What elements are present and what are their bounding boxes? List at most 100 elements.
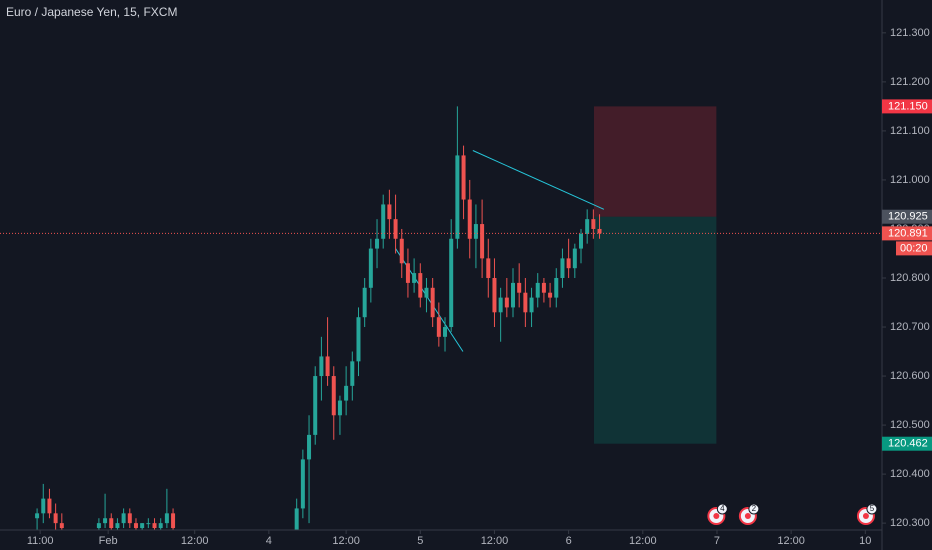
candle-body: [597, 228, 602, 234]
candle-body: [591, 219, 596, 229]
candle-body: [443, 327, 448, 337]
y-tick-label: 120.300: [890, 517, 930, 529]
candle-body: [412, 273, 417, 283]
y-tick-label: 120.600: [890, 370, 930, 382]
candle-body: [115, 523, 120, 529]
candle-body: [418, 273, 423, 298]
candle-body: [350, 361, 355, 386]
candle-body: [511, 282, 516, 308]
candle-body: [473, 224, 478, 239]
entry-label: 120.925: [888, 211, 928, 223]
event-dot: [713, 513, 720, 519]
candle-body: [405, 263, 410, 283]
candle-body: [498, 297, 503, 313]
x-tick-label: 12:00: [629, 535, 657, 547]
candle-body: [387, 204, 392, 220]
candle-body: [554, 277, 559, 298]
candle-body: [121, 513, 126, 524]
event-badge: [748, 503, 760, 515]
candle-body: [424, 287, 429, 298]
candle-body: [548, 292, 553, 298]
candle-body: [436, 317, 441, 337]
candle-body: [578, 233, 583, 249]
y-tick-label: 121.300: [890, 27, 930, 39]
y-tick-label: 121.200: [890, 76, 930, 88]
y-tick-label: 120.500: [890, 419, 930, 431]
entry-label-bg: [882, 209, 932, 224]
stop-label-bg: [882, 99, 932, 114]
candle-body: [41, 498, 46, 514]
candle-body: [109, 518, 114, 529]
candle-body: [566, 258, 571, 269]
y-tick-label: 120.400: [890, 468, 930, 480]
y-tick-label: 121.000: [890, 174, 930, 186]
candle-body: [47, 498, 52, 514]
candle-body: [294, 508, 299, 530]
candle-body: [461, 155, 466, 200]
x-tick-label: 11:00: [27, 535, 54, 547]
countdown-bg: [896, 241, 932, 256]
y-tick-label: 121.100: [890, 125, 930, 137]
x-tick-label: 6: [566, 535, 572, 547]
candle-body: [523, 292, 528, 313]
candle-body: [560, 258, 565, 278]
candle-body: [467, 199, 472, 239]
y-tick-label: 120.800: [890, 272, 930, 284]
candle-body: [127, 513, 132, 524]
candle-body: [504, 297, 509, 308]
countdown: 00:20: [900, 242, 928, 254]
x-tick-label: 12:00: [332, 535, 360, 547]
plot-area: [0, 106, 882, 530]
stop-label: 121.150: [888, 100, 928, 112]
y-tick-label: 120.700: [890, 321, 930, 333]
candle-body: [430, 287, 435, 318]
candle-body: [455, 155, 460, 239]
candle-body: [344, 385, 349, 401]
target-label-bg: [882, 436, 932, 451]
candle-body: [325, 356, 330, 377]
candle-body: [393, 219, 398, 239]
candle-body: [35, 513, 40, 519]
x-tick-label: 5: [417, 535, 423, 547]
chart-title: Euro / Japanese Yen, 15, FXCM: [6, 5, 177, 19]
candle-body: [356, 317, 361, 362]
x-tick-label: 4: [266, 535, 272, 547]
x-tick-label: 12:00: [181, 535, 209, 547]
axes: 120.300 120.400 120.500 120.600 120.700 120.8…: [27, 27, 932, 547]
candle-body: [331, 376, 336, 416]
candle-body: [152, 523, 157, 529]
candle-body: [307, 434, 312, 460]
candle-body: [140, 523, 145, 529]
candle-body: [399, 238, 404, 264]
candle-body: [529, 297, 534, 313]
candle-body: [146, 523, 151, 525]
candle-body: [319, 356, 324, 377]
x-tick-label: 10: [859, 535, 871, 547]
candle-body: [96, 523, 101, 529]
candle-body: [103, 518, 108, 524]
candle-body: [368, 248, 373, 288]
candle-body: [572, 248, 577, 269]
candle-body: [59, 523, 64, 529]
x-tick-label: 7: [714, 535, 720, 547]
candle-body: [535, 282, 540, 298]
target-zone: [593, 216, 717, 444]
candle-body: [362, 287, 367, 318]
candle-body: [53, 513, 58, 524]
candle-body: [381, 204, 386, 239]
candle-body: [171, 513, 176, 529]
candle-body: [517, 282, 522, 293]
event-badge: [716, 503, 728, 515]
candle-body: [449, 238, 454, 328]
event-count: 2: [752, 504, 757, 513]
candle-body: [375, 238, 380, 249]
event-dot: [862, 513, 869, 519]
candle-body: [164, 513, 169, 524]
candle-body: [300, 459, 305, 509]
stop-zone: [593, 106, 717, 217]
candle-body: [541, 282, 546, 293]
target-label: 120.462: [888, 438, 928, 450]
